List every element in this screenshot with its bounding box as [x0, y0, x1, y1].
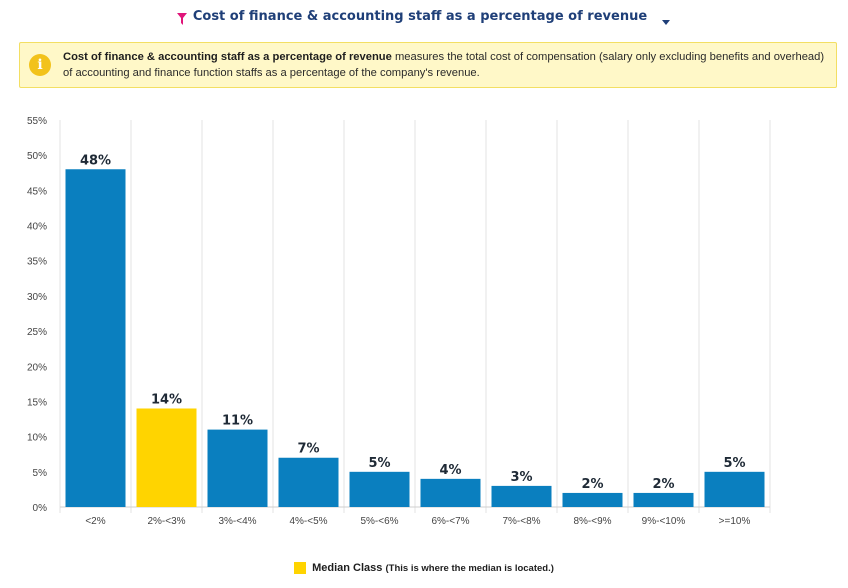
y-tick-label: 55% — [27, 116, 47, 127]
metric-title: Cost of finance & accounting staff as a … — [192, 8, 648, 24]
x-tick-label: 8%-<9% — [573, 516, 611, 527]
y-tick-label: 10% — [27, 433, 47, 444]
legend: Median Class (This is where the median i… — [0, 560, 848, 576]
legend-median-label: Median Class — [312, 562, 383, 574]
x-tick-label: 6%-<7% — [431, 516, 469, 527]
data-label: 48% — [80, 153, 111, 168]
y-tick-label: 40% — [27, 222, 47, 233]
data-label: 2% — [581, 477, 603, 492]
data-label: 7% — [297, 442, 319, 457]
x-tick-label: 7%-<8% — [502, 516, 540, 527]
y-tick-label: 0% — [33, 503, 48, 514]
data-label: 11% — [222, 414, 253, 429]
x-tick-label: 4%-<5% — [289, 516, 327, 527]
x-tick-label: 5%-<6% — [360, 516, 398, 527]
y-tick-label: 20% — [27, 362, 47, 373]
info-icon: i — [29, 54, 51, 76]
x-tick-label: 3%-<4% — [218, 516, 256, 527]
data-label: 4% — [439, 463, 461, 478]
bar[interactable] — [633, 492, 694, 507]
y-tick-label: 5% — [33, 468, 48, 479]
y-tick-label: 15% — [27, 397, 47, 408]
info-lead: Cost of finance & accounting staff as a … — [63, 51, 392, 63]
bar[interactable] — [704, 471, 765, 507]
metric-selector[interactable]: Cost of finance & accounting staff as a … — [0, 6, 848, 26]
data-label: 5% — [723, 456, 745, 471]
legend-label: Median Class (This is where the median i… — [312, 562, 554, 574]
data-label: 5% — [368, 456, 390, 471]
bar-chart: 0% 5% 10% 15% 20% 25% 30% 35% 40% 45% 50% 55% 48% 14… — [27, 116, 771, 527]
data-label: 14% — [151, 392, 182, 407]
info-text: Cost of finance & accounting staff as a … — [63, 49, 836, 81]
x-axis: <2% 2%-<3% 3%-<4% 4%-<5% 5%-<6% 6%-<7% 7%-<8% 8… — [85, 516, 750, 527]
bar[interactable] — [207, 429, 268, 507]
bars: 48% 14% 11% 7% 5% 4% 3% 2% 2% 5% — [65, 153, 765, 507]
data-label: 2% — [652, 477, 674, 492]
y-tick-label: 50% — [27, 151, 47, 162]
bar[interactable] — [420, 478, 481, 507]
bar[interactable] — [65, 169, 126, 507]
bar[interactable] — [349, 471, 410, 507]
data-label: 3% — [510, 470, 532, 485]
y-tick-label: 30% — [27, 292, 47, 303]
info-description: measures the total cost of compensation … — [63, 51, 825, 79]
bar[interactable] — [491, 485, 552, 507]
caret-down-icon[interactable] — [661, 12, 671, 25]
info-box: i Cost of finance & accounting staff as … — [19, 42, 837, 88]
y-tick-label: 45% — [27, 186, 47, 197]
legend-note: (This is where the median is located.) — [385, 563, 554, 574]
bar[interactable] — [136, 408, 197, 507]
y-tick-label: 25% — [27, 327, 47, 338]
legend-swatch-median — [294, 562, 307, 574]
bar[interactable] — [278, 457, 339, 507]
y-axis: 0% 5% 10% 15% 20% 25% 30% 35% 40% 45% 50% 55% — [27, 116, 47, 514]
filter-funnel-icon — [176, 10, 187, 25]
x-tick-label: >=10% — [719, 516, 751, 527]
x-tick-label: 2%-<3% — [147, 516, 185, 527]
x-tick-label: <2% — [85, 516, 105, 527]
y-tick-label: 35% — [27, 257, 47, 268]
x-tick-label: 9%-<10% — [642, 516, 686, 527]
bar[interactable] — [562, 492, 623, 507]
